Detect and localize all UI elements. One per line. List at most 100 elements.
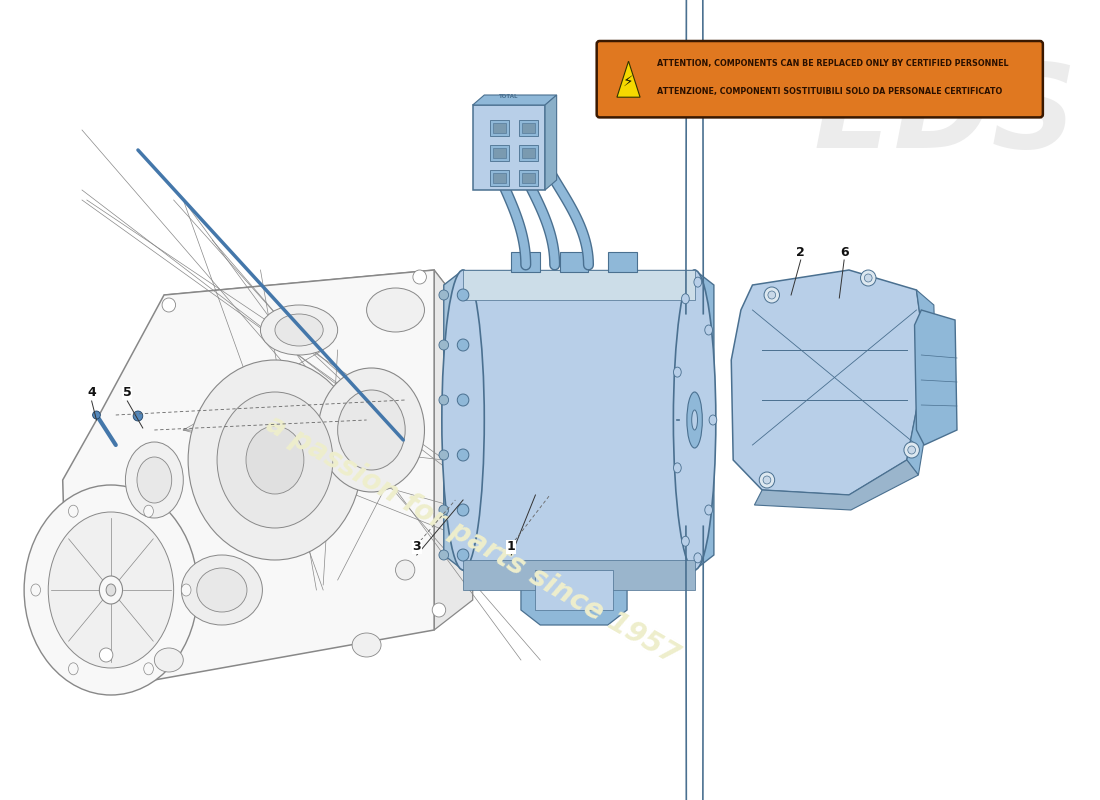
Text: 2: 2 — [796, 246, 805, 258]
Bar — [491, 145, 509, 161]
Bar — [493, 173, 506, 183]
Polygon shape — [463, 270, 694, 300]
Text: 3: 3 — [412, 541, 421, 554]
Bar — [491, 120, 509, 136]
Ellipse shape — [686, 392, 702, 448]
Ellipse shape — [48, 512, 174, 668]
Ellipse shape — [261, 305, 338, 355]
Ellipse shape — [412, 270, 427, 284]
Bar — [493, 148, 506, 158]
Polygon shape — [755, 460, 918, 510]
Ellipse shape — [217, 392, 333, 528]
Ellipse shape — [246, 426, 304, 494]
Ellipse shape — [458, 549, 469, 561]
Ellipse shape — [908, 446, 915, 454]
Ellipse shape — [439, 550, 449, 560]
Polygon shape — [694, 270, 714, 570]
Text: ⚡: ⚡ — [623, 74, 634, 89]
Ellipse shape — [439, 290, 449, 300]
Ellipse shape — [865, 274, 872, 282]
Bar — [512, 252, 540, 272]
Ellipse shape — [682, 536, 690, 546]
Bar — [519, 120, 538, 136]
Ellipse shape — [338, 390, 405, 470]
Ellipse shape — [188, 360, 362, 560]
Bar — [491, 170, 509, 186]
Polygon shape — [546, 95, 557, 190]
Text: EDS: EDS — [814, 58, 1077, 173]
Ellipse shape — [366, 288, 425, 332]
Ellipse shape — [352, 633, 381, 657]
Ellipse shape — [673, 367, 681, 377]
Ellipse shape — [860, 270, 876, 286]
Bar — [521, 148, 536, 158]
Ellipse shape — [710, 415, 717, 425]
Ellipse shape — [439, 395, 449, 405]
Ellipse shape — [68, 505, 78, 517]
Ellipse shape — [705, 505, 713, 515]
Ellipse shape — [439, 505, 449, 515]
Polygon shape — [63, 270, 434, 680]
Polygon shape — [63, 400, 192, 510]
Ellipse shape — [904, 442, 920, 458]
Text: 1: 1 — [507, 541, 516, 554]
Text: ATTENZIONE, COMPONENTI SOSTITUIBILI SOLO DA PERSONALE CERTIFICATO: ATTENZIONE, COMPONENTI SOSTITUIBILI SOLO… — [658, 87, 1003, 96]
Polygon shape — [443, 270, 463, 570]
Ellipse shape — [396, 560, 415, 580]
Ellipse shape — [458, 394, 469, 406]
Ellipse shape — [497, 265, 536, 555]
Polygon shape — [914, 310, 957, 445]
Ellipse shape — [673, 270, 716, 570]
Ellipse shape — [768, 291, 776, 299]
Ellipse shape — [318, 368, 425, 492]
Ellipse shape — [138, 457, 172, 503]
Polygon shape — [732, 270, 926, 495]
Polygon shape — [434, 270, 473, 630]
Text: ATTENTION, COMPONENTS CAN BE REPLACED ONLY BY CERTIFIED PERSONNEL: ATTENTION, COMPONENTS CAN BE REPLACED ON… — [658, 59, 1009, 68]
Ellipse shape — [764, 287, 780, 303]
Polygon shape — [164, 270, 473, 348]
Ellipse shape — [275, 314, 323, 346]
Polygon shape — [473, 95, 557, 105]
Ellipse shape — [125, 442, 184, 518]
Bar — [473, 105, 546, 190]
Polygon shape — [617, 62, 640, 98]
Ellipse shape — [705, 325, 713, 335]
Ellipse shape — [182, 555, 263, 625]
Ellipse shape — [197, 568, 248, 612]
Ellipse shape — [759, 472, 774, 488]
Ellipse shape — [439, 340, 449, 350]
Ellipse shape — [182, 584, 191, 596]
Ellipse shape — [692, 410, 697, 430]
Ellipse shape — [458, 504, 469, 516]
Ellipse shape — [68, 663, 78, 675]
Ellipse shape — [154, 648, 184, 672]
Bar — [608, 252, 637, 272]
Ellipse shape — [99, 576, 122, 604]
Polygon shape — [463, 560, 694, 590]
Ellipse shape — [694, 277, 702, 287]
Ellipse shape — [144, 663, 153, 675]
Bar — [560, 252, 588, 272]
Ellipse shape — [458, 449, 469, 461]
Bar — [536, 570, 613, 610]
Ellipse shape — [162, 298, 176, 312]
Text: 5: 5 — [123, 386, 132, 399]
Ellipse shape — [31, 584, 41, 596]
Polygon shape — [906, 290, 936, 475]
Bar — [493, 123, 506, 133]
Ellipse shape — [442, 270, 484, 570]
Ellipse shape — [694, 553, 702, 563]
Bar — [521, 123, 536, 133]
Ellipse shape — [106, 584, 116, 596]
Ellipse shape — [133, 411, 143, 421]
Ellipse shape — [458, 289, 469, 301]
Bar — [519, 170, 538, 186]
Text: 6: 6 — [839, 246, 848, 258]
Ellipse shape — [24, 485, 198, 695]
Ellipse shape — [92, 411, 100, 419]
Ellipse shape — [439, 450, 449, 460]
Ellipse shape — [458, 339, 469, 351]
Ellipse shape — [144, 505, 153, 517]
Ellipse shape — [682, 294, 690, 304]
